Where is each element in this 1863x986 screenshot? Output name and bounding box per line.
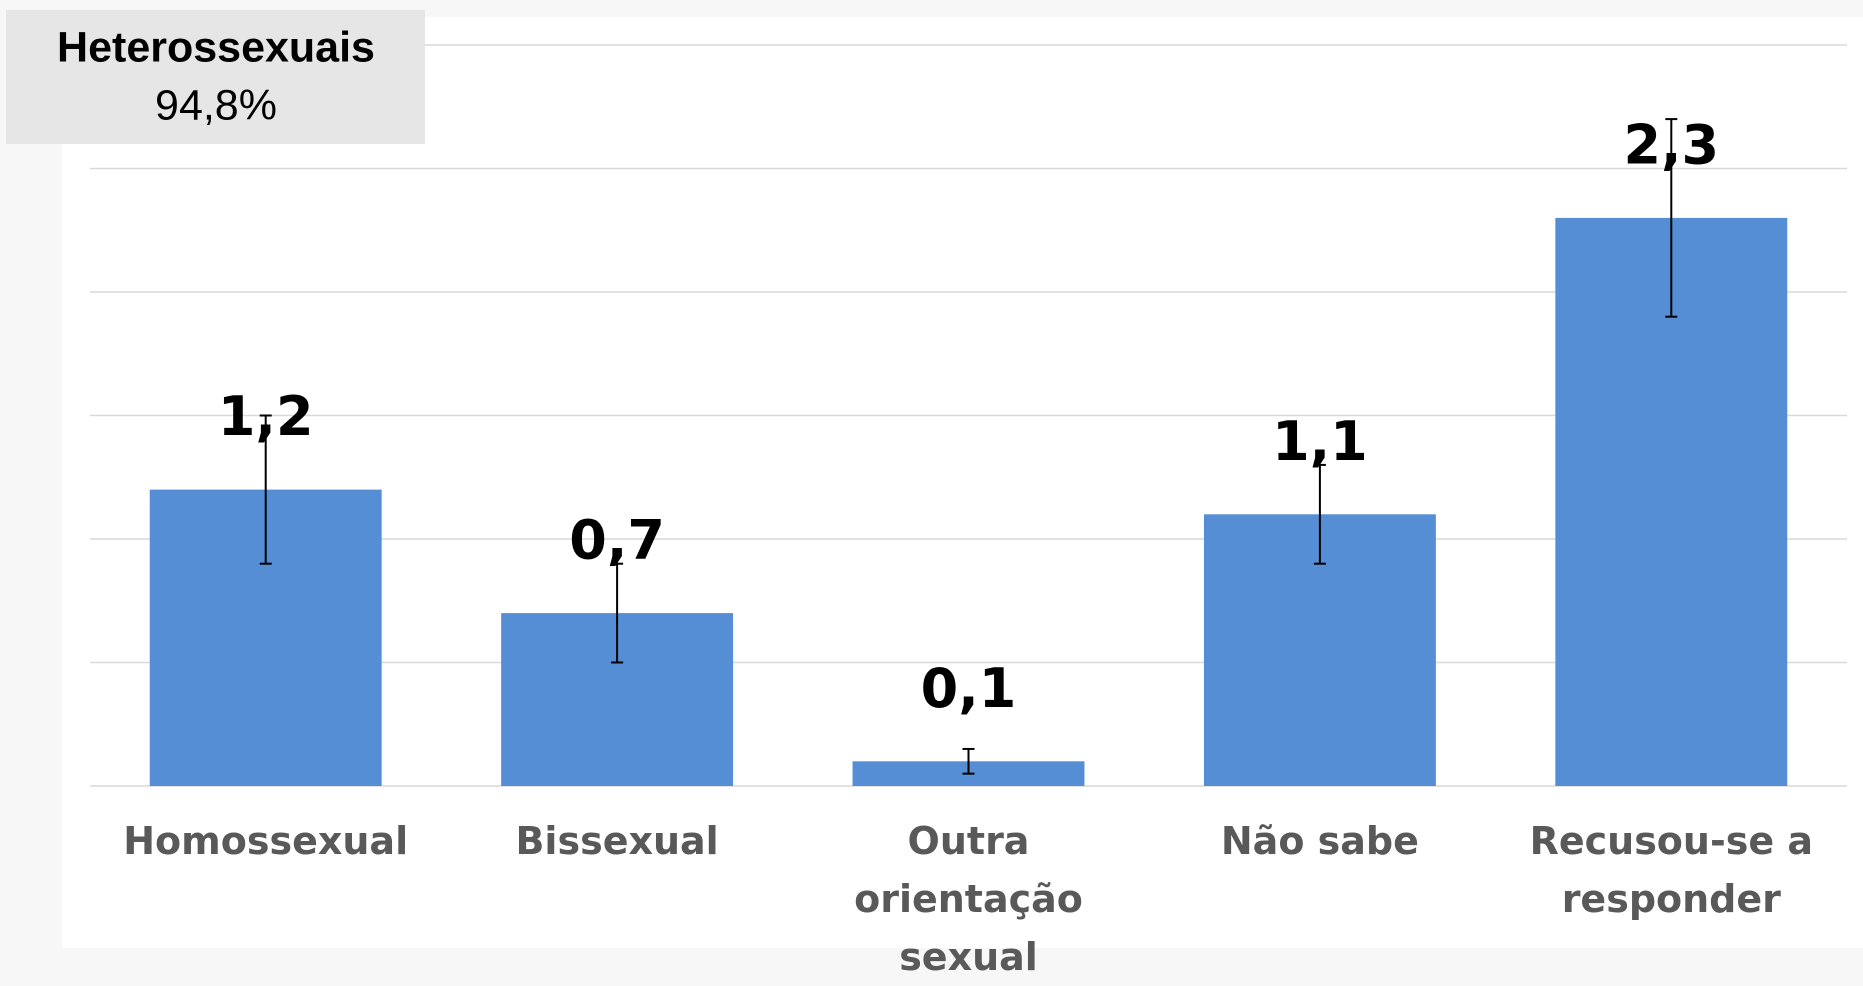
value-label: 1,1 xyxy=(1272,410,1368,473)
value-label: 0,7 xyxy=(569,509,665,572)
x-tick-label: Não sabe xyxy=(1220,819,1419,863)
marks: 1,2 0,7 0,1 1,1 2,3 xyxy=(90,44,1847,787)
annotation-box xyxy=(6,10,425,144)
value-label: 2,3 xyxy=(1623,114,1719,177)
value-label: 1,2 xyxy=(218,385,314,448)
value-label: 0,1 xyxy=(921,657,1017,720)
page: 1,20,70,11,12,3 Heterossexuais 94,8% (()… xyxy=(6,10,1847,979)
x-tick-label: Homossexual xyxy=(123,819,409,863)
x-tick-label: Recusou-se a responder xyxy=(1529,819,1814,921)
x-tick-label: Bissexual xyxy=(515,819,719,863)
annotation-value: 94,8% xyxy=(155,81,277,129)
chart: 1,2 0,7 0,1 1,1 2,3 Heterossexuais 94,8% xyxy=(6,10,1847,787)
x-tick-label: Outra orientação sexual xyxy=(854,819,1083,979)
annotation-title: Heterossexuais xyxy=(57,23,375,71)
